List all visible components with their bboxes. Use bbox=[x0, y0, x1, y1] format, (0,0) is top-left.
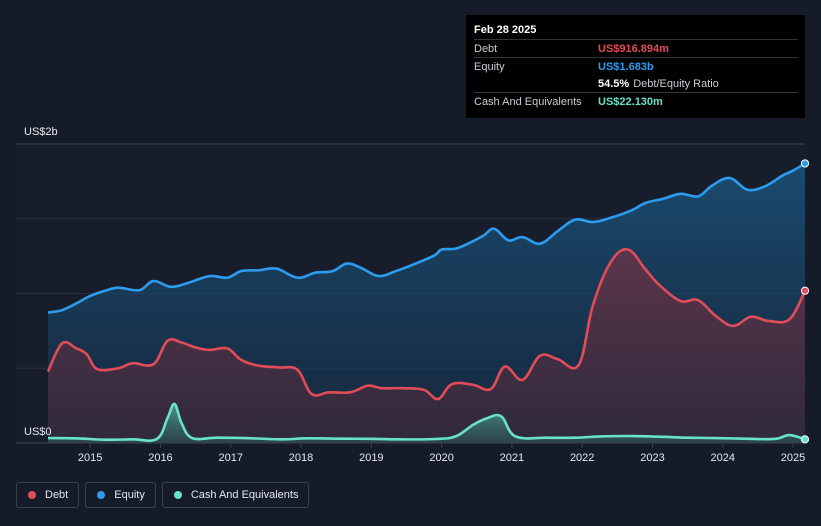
x-tick-label: 2015 bbox=[78, 452, 102, 464]
chart-legend: Debt Equity Cash And Equivalents bbox=[16, 482, 310, 508]
tooltip-ratio-value: 54.5% bbox=[598, 77, 630, 90]
data-tooltip: Feb 28 2025 Debt US$916.894m Equity US$1… bbox=[466, 15, 805, 118]
legend-item-equity[interactable]: Equity bbox=[85, 482, 156, 508]
tooltip-cash-value: US$22.130m bbox=[598, 95, 663, 108]
x-tick-label: 2024 bbox=[711, 452, 735, 464]
line-cash-and-equivalents bbox=[47, 402, 806, 442]
tooltip-row-debt: Debt US$916.894m bbox=[474, 39, 798, 57]
line-debt bbox=[46, 247, 807, 401]
x-tick-label: 2017 bbox=[219, 452, 243, 464]
line-equity bbox=[47, 162, 806, 314]
legend-dot-cash bbox=[173, 491, 182, 499]
tooltip-row-equity: Equity US$1.683b bbox=[474, 57, 798, 75]
x-tick-label: 2023 bbox=[640, 452, 664, 464]
tooltip-debt-value: US$916.894m bbox=[598, 42, 669, 55]
tooltip-equity-label: Equity bbox=[474, 60, 505, 73]
x-tick-label: 2025 bbox=[781, 452, 805, 464]
x-tick-label: 2022 bbox=[570, 452, 594, 464]
tooltip-equity-value: US$1.683b bbox=[598, 60, 654, 73]
tooltip-row-ratio: 54.5% Debt/Equity Ratio bbox=[474, 75, 798, 92]
series-lines bbox=[46, 162, 807, 442]
tooltip-debt-label: Debt bbox=[474, 42, 498, 55]
tooltip-ratio-suffix: Debt/Equity Ratio bbox=[633, 77, 719, 90]
tooltip-date: Feb 28 2025 bbox=[474, 24, 537, 36]
area-debt bbox=[48, 249, 805, 443]
legend-item-debt[interactable]: Debt bbox=[16, 482, 80, 508]
x-tick-label: 2019 bbox=[359, 452, 383, 464]
x-tick-label: 2020 bbox=[429, 452, 453, 464]
tooltip-cash-label: Cash And Equivalents bbox=[474, 95, 582, 108]
y-axis-top-label: US$2b bbox=[24, 126, 58, 138]
series-end-markers bbox=[800, 159, 810, 444]
x-tick-label: 2018 bbox=[289, 452, 313, 464]
end-point-equity bbox=[800, 159, 810, 168]
x-axis-ticks: 2015 2016 2017 2018 2019 2020 2021 2022 2023 2024… bbox=[78, 443, 805, 464]
legend-item-cash[interactable]: Cash And Equivalents bbox=[161, 482, 310, 508]
legend-label-debt: Debt bbox=[45, 489, 69, 501]
end-point-debt bbox=[800, 286, 810, 295]
tooltip-row-cash: Cash And Equivalents US$22.130m bbox=[474, 92, 798, 110]
legend-label-equity: Equity bbox=[114, 489, 145, 501]
end-point-cash-and-equivalents bbox=[800, 435, 810, 444]
legend-dot-debt bbox=[28, 491, 36, 499]
x-tick-label: 2021 bbox=[500, 452, 524, 464]
legend-dot-equity bbox=[97, 491, 106, 499]
y-axis-bottom-label: US$0 bbox=[24, 426, 52, 438]
legend-label-cash: Cash And Equivalents bbox=[190, 489, 299, 501]
x-tick-label: 2016 bbox=[148, 452, 172, 464]
